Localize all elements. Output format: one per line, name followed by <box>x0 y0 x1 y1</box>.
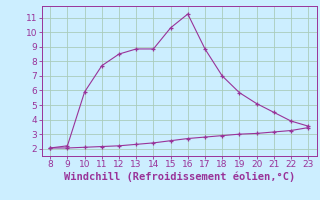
X-axis label: Windchill (Refroidissement éolien,°C): Windchill (Refroidissement éolien,°C) <box>64 172 295 182</box>
